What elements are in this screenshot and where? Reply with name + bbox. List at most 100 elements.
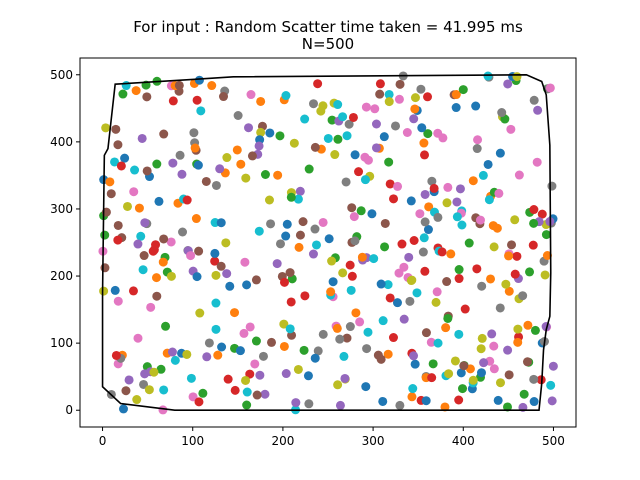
scatter-point [433, 128, 443, 138]
scatter-point [484, 195, 494, 205]
scatter-point [182, 349, 192, 359]
scatter-point [293, 364, 303, 374]
scatter-point [213, 350, 223, 360]
scatter-point [380, 218, 390, 228]
scatter-point [454, 329, 464, 339]
convex-hull-line [101, 73, 552, 412]
scatter-point [193, 160, 203, 170]
scatter-point [318, 329, 328, 339]
x-axis: 0 100 200 300 400 500 [99, 427, 565, 448]
scatter-point [418, 247, 428, 257]
scatter-point [452, 212, 462, 222]
scatter-point [99, 286, 109, 296]
scatter-point [495, 303, 505, 313]
scatter-point [504, 286, 514, 296]
scatter-point [241, 173, 251, 183]
scatter-point [275, 239, 285, 249]
scatter-point [159, 234, 169, 244]
scatter-point [528, 240, 538, 250]
scatter-point [472, 264, 482, 274]
scatter-point [522, 357, 532, 367]
scatter-point [139, 379, 149, 389]
x-tick-label: 500 [542, 434, 565, 448]
scatter-point [232, 145, 242, 155]
y-tick-label: 300 [50, 202, 73, 216]
scatter-point [207, 81, 217, 91]
scatter-point [345, 260, 355, 270]
scatter-point [146, 302, 156, 312]
scatter-point [512, 72, 522, 82]
scatter-point [420, 217, 430, 227]
scatter-point [443, 313, 453, 323]
scatter-point [489, 364, 499, 374]
scatter-point [222, 269, 232, 279]
scatter-point [379, 132, 389, 142]
scatter-point [188, 392, 198, 402]
scatter-point [344, 119, 354, 129]
scatter-point [333, 380, 343, 390]
scatter-point [233, 111, 243, 120]
scatter-point [383, 280, 393, 290]
scatter-point [541, 230, 551, 240]
scatter-point [495, 148, 505, 158]
scatter-point [444, 369, 454, 379]
scatter-point [385, 179, 395, 189]
scatter-point [547, 396, 557, 406]
scatter-point [198, 388, 208, 398]
scatter-point [300, 291, 310, 301]
scatter-point [367, 209, 377, 219]
scatter-point [512, 251, 522, 261]
scatter-point [391, 121, 400, 131]
scatter-point [245, 322, 255, 332]
scatter-point [421, 396, 431, 406]
scatter-point [202, 352, 212, 362]
scatter-point [105, 177, 115, 187]
scatter-point [338, 268, 348, 278]
scatter-point [239, 328, 249, 338]
scatter-point [483, 159, 493, 169]
scatter-point [272, 259, 282, 269]
scatter-point [441, 323, 451, 333]
scatter-point [342, 333, 352, 343]
scatter-point [443, 182, 453, 192]
scatter-point [130, 165, 140, 175]
scatter-point [124, 375, 134, 385]
scatter-point [473, 135, 483, 145]
scatter-point [291, 398, 301, 408]
scatter-point [420, 189, 430, 199]
scatter-point [313, 79, 323, 89]
scatter-point [525, 267, 535, 277]
scatter-point [529, 374, 539, 384]
scatter-point [110, 285, 120, 295]
scatter-point [267, 337, 277, 347]
scatter-point [371, 119, 381, 129]
scatter-point [333, 134, 343, 144]
scatter-point [219, 92, 228, 102]
scatter-point [217, 342, 227, 352]
x-tick-label: 200 [271, 434, 294, 448]
scatter-point [223, 374, 233, 384]
scatter-point [309, 99, 318, 109]
scatter-point [235, 346, 245, 356]
scatter-point [211, 180, 221, 190]
scatter-point [454, 395, 464, 405]
scatter-point [339, 351, 349, 361]
scatter-point [399, 262, 409, 272]
scatter-point [333, 100, 343, 110]
scatter-point [410, 104, 420, 114]
scatter-point [174, 80, 184, 90]
scatter-point [285, 268, 295, 278]
scatter-point [158, 257, 168, 267]
scatter-point [514, 170, 524, 180]
scatter-point [378, 396, 388, 406]
scatter-point [373, 350, 383, 360]
scatter-point [245, 369, 255, 379]
scatter-point [468, 375, 478, 385]
scatter-point [279, 277, 289, 287]
scatter-point [361, 382, 371, 392]
scatter-point [351, 308, 361, 318]
scatter-point [423, 129, 433, 139]
scatter-point [451, 90, 461, 100]
scatter-point [472, 144, 482, 154]
